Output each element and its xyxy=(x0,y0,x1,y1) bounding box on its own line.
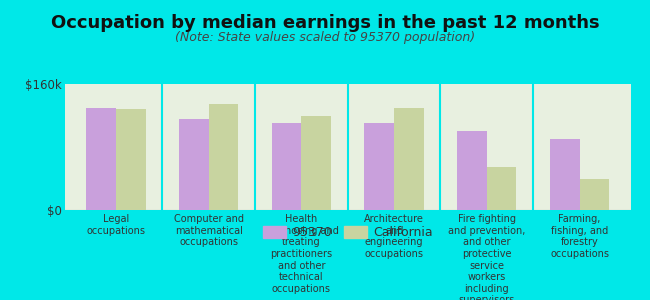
Bar xyxy=(457,131,487,210)
Bar xyxy=(365,123,394,210)
Bar xyxy=(487,167,517,210)
Legend: 95370, California: 95370, California xyxy=(263,226,432,239)
Bar xyxy=(302,116,331,210)
Text: Occupation by median earnings in the past 12 months: Occupation by median earnings in the pas… xyxy=(51,14,599,32)
Bar xyxy=(116,109,146,210)
Bar xyxy=(209,104,239,210)
Bar xyxy=(550,139,580,210)
Text: (Note: State values scaled to 95370 population): (Note: State values scaled to 95370 popu… xyxy=(175,32,475,44)
Bar xyxy=(394,108,424,210)
Bar xyxy=(179,119,209,210)
Bar xyxy=(580,178,609,210)
Bar xyxy=(272,123,302,210)
Bar xyxy=(86,108,116,210)
